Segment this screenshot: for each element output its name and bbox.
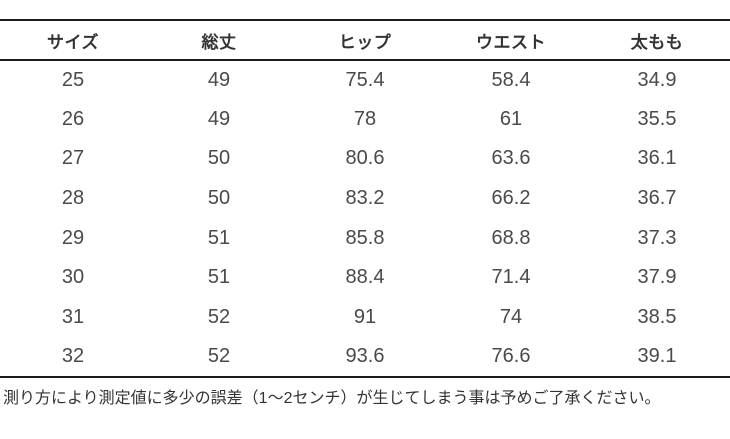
cell-size: 26 [61, 107, 85, 130]
cell-waist: 74 [499, 305, 523, 328]
cell-thigh: 36.7 [637, 187, 677, 210]
header-row: サイズ 総丈 ヒップ ウエスト 太もも [0, 20, 730, 61]
size-spec-table: サイズ 総丈 ヒップ ウエスト 太もも 25 49 75.4 58.4 34.9… [0, 19, 730, 378]
table-row-size-32: 32 52 93.6 76.6 39.1 [0, 337, 730, 377]
cell-hip: 78 [353, 107, 377, 130]
cell-size: 30 [61, 266, 85, 289]
cell-thigh: 39.1 [637, 344, 677, 367]
cell-hip: 80.6 [345, 147, 385, 170]
measurement-disclaimer-note: 測り方により測定値に多少の誤差（1～2センチ）が生じてしまう事は予めご了承くださ… [3, 389, 661, 407]
cell-hip: 85.8 [345, 226, 385, 249]
cell-waist: 63.6 [491, 147, 531, 170]
cell-hip: 91 [353, 305, 377, 328]
cell-thigh: 37.9 [637, 266, 677, 289]
cell-waist: 66.2 [491, 187, 531, 210]
cell-thigh: 34.9 [637, 68, 677, 91]
cell-length: 50 [207, 187, 231, 210]
cell-waist: 71.4 [491, 266, 531, 289]
table-row-size-26: 26 49 78 61 35.5 [0, 100, 730, 140]
column-header-waist: ウエスト [438, 20, 584, 61]
cell-hip: 93.6 [345, 344, 385, 367]
table-row-size-30: 30 51 88.4 71.4 37.9 [0, 258, 730, 298]
column-header-hip: ヒップ [292, 20, 438, 61]
cell-waist: 68.8 [491, 226, 531, 249]
table-body: 25 49 75.4 58.4 34.9 26 49 78 61 35.5 27… [0, 60, 730, 377]
cell-size: 32 [61, 344, 85, 367]
cell-thigh: 35.5 [637, 107, 677, 130]
table-row-size-27: 27 50 80.6 63.6 36.1 [0, 139, 730, 179]
cell-length: 50 [207, 147, 231, 170]
cell-hip: 83.2 [345, 187, 385, 210]
cell-thigh: 36.1 [637, 147, 677, 170]
cell-waist: 76.6 [491, 344, 531, 367]
cell-hip: 75.4 [345, 68, 385, 91]
table-header: サイズ 総丈 ヒップ ウエスト 太もも [0, 20, 730, 61]
table-row-size-25: 25 49 75.4 58.4 34.9 [0, 60, 730, 100]
cell-length: 52 [207, 305, 231, 328]
table-row-size-28: 28 50 83.2 66.2 36.7 [0, 179, 730, 219]
cell-size: 25 [61, 68, 85, 91]
cell-length: 49 [207, 68, 231, 91]
cell-hip: 88.4 [345, 266, 385, 289]
column-header-length: 総丈 [146, 20, 292, 61]
cell-thigh: 38.5 [637, 305, 677, 328]
cell-size: 28 [61, 187, 85, 210]
cell-length: 49 [207, 107, 231, 130]
size-chart-page: サイズ 総丈 ヒップ ウエスト 太もも 25 49 75.4 58.4 34.9… [0, 19, 730, 439]
table-row-size-29: 29 51 85.8 68.8 37.3 [0, 218, 730, 258]
cell-length: 51 [207, 266, 231, 289]
column-header-size: サイズ [0, 20, 146, 61]
cell-length: 52 [207, 344, 231, 367]
column-header-thigh: 太もも [584, 20, 730, 61]
table-row-size-31: 31 52 91 74 38.5 [0, 298, 730, 338]
cell-size: 27 [61, 147, 85, 170]
cell-waist: 61 [499, 107, 523, 130]
cell-waist: 58.4 [491, 68, 531, 91]
cell-size: 31 [61, 305, 85, 328]
cell-length: 51 [207, 226, 231, 249]
cell-size: 29 [61, 226, 85, 249]
cell-thigh: 37.3 [637, 226, 677, 249]
